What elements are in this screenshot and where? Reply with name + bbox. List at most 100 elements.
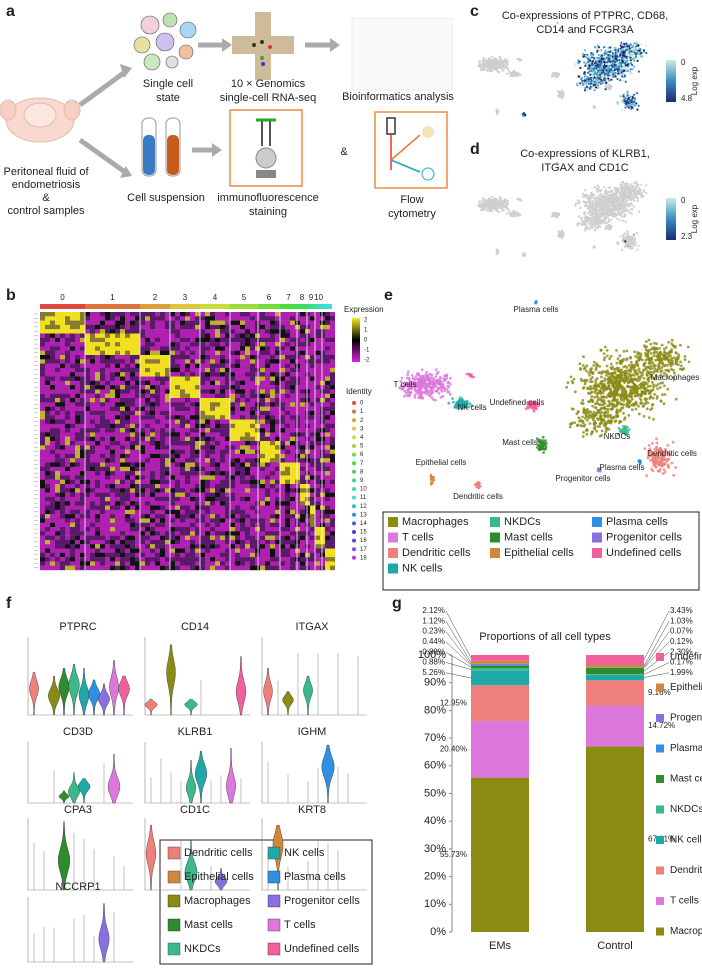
- umap-dot: [598, 408, 602, 412]
- umap-dot: [637, 244, 640, 247]
- umap-dot: [588, 207, 591, 210]
- umap-dot: [599, 218, 602, 221]
- umap-dot: [412, 382, 416, 385]
- umap-dot: [634, 48, 637, 51]
- umap-dot: [632, 368, 635, 371]
- umap-dot: [638, 369, 641, 373]
- umap-dot: [636, 351, 640, 354]
- umap-dot: [644, 382, 648, 385]
- umap-dot: [591, 194, 594, 197]
- umap-dot: [591, 399, 594, 403]
- umap-dot: [613, 399, 617, 402]
- step-label: immunofluorescence: [217, 192, 319, 204]
- umap-dot: [619, 95, 622, 98]
- umap-dot: [615, 410, 619, 414]
- umap-dot: [650, 380, 654, 384]
- umap-dot: [655, 347, 659, 351]
- umap-dot: [602, 71, 605, 74]
- umap-dot: [482, 203, 485, 207]
- umap-dot: [596, 77, 599, 80]
- umap-dot: [616, 190, 619, 194]
- umap-dot: [629, 194, 632, 197]
- umap-dot: [635, 372, 639, 376]
- umap-dot: [406, 388, 409, 392]
- umap-d: [477, 161, 648, 257]
- umap-dot: [628, 95, 631, 98]
- umap-dot: [598, 60, 601, 63]
- umap-dot: [519, 59, 522, 62]
- umap-dot: [496, 64, 499, 67]
- umap-dot: [537, 404, 540, 408]
- umap-dot: [602, 214, 605, 217]
- umap-dot: [600, 55, 603, 58]
- umap-dot: [630, 392, 634, 396]
- umap-dot: [672, 473, 676, 477]
- umap-dot: [449, 393, 452, 396]
- umap-dot: [630, 107, 633, 110]
- umap-dot: [623, 185, 626, 188]
- umap-dot: [598, 403, 602, 407]
- umap-dot: [602, 74, 605, 77]
- umap-dot: [653, 448, 656, 451]
- umap-dot: [637, 404, 640, 408]
- umap-dot: [628, 202, 632, 205]
- umap-dot: [599, 67, 602, 70]
- umap-dot: [629, 52, 633, 55]
- umap-dot: [585, 364, 589, 368]
- umap-dot: [621, 64, 624, 67]
- umap-dot: [415, 382, 419, 386]
- umap-dot: [419, 377, 423, 380]
- umap-dot: [573, 390, 577, 394]
- umap-dot: [622, 180, 625, 184]
- umap-dot: [621, 377, 625, 381]
- umap-dot: [666, 355, 670, 359]
- source-label: &: [42, 192, 50, 204]
- umap-dot: [586, 88, 589, 91]
- umap-dot: [529, 400, 533, 403]
- umap-dot: [604, 219, 607, 222]
- umap-dot: [674, 345, 677, 348]
- umap-dot: [593, 423, 596, 426]
- umap-dot: [496, 204, 499, 207]
- umap-dot: [660, 369, 664, 373]
- umap-dot: [607, 378, 610, 381]
- umap-dot: [420, 384, 424, 388]
- umap-dot: [593, 194, 596, 197]
- umap-dot: [657, 464, 661, 467]
- umap-dot: [562, 91, 565, 94]
- umap-dot: [587, 58, 590, 61]
- umap-dot: [608, 209, 611, 212]
- umap-dot: [644, 386, 648, 390]
- umap-dot: [593, 78, 597, 82]
- umap-dot: [581, 219, 584, 222]
- umap-dot: [606, 207, 609, 210]
- umap-dot: [653, 341, 656, 345]
- umap-dot: [622, 237, 625, 240]
- umap-dot: [665, 458, 668, 461]
- umap-dot: [598, 200, 601, 203]
- umap-dot: [541, 435, 545, 439]
- umap-dot: [629, 192, 633, 195]
- umap-dot: [649, 375, 653, 379]
- umap-dot: [657, 469, 660, 473]
- umap-dot: [557, 73, 561, 76]
- umap-dot: [597, 53, 600, 57]
- umap-dot: [633, 384, 637, 387]
- umap-dot: [575, 202, 578, 205]
- umap-dot: [435, 389, 439, 392]
- umap-dot: [411, 376, 415, 380]
- umap-dot: [484, 203, 487, 206]
- umap-dot: [598, 71, 601, 74]
- umap-dot: [633, 350, 637, 354]
- umap-dot: [626, 59, 629, 62]
- umap-dot: [630, 247, 633, 250]
- umap-dot: [614, 75, 617, 78]
- umap-dot: [627, 54, 630, 57]
- umap-dot: [425, 376, 429, 379]
- umap-dot: [405, 376, 409, 380]
- umap-dot: [593, 391, 597, 394]
- umap-dot: [598, 211, 601, 214]
- umap-dot: [576, 410, 580, 414]
- umap-dot: [490, 59, 493, 62]
- umap-dot: [586, 205, 589, 208]
